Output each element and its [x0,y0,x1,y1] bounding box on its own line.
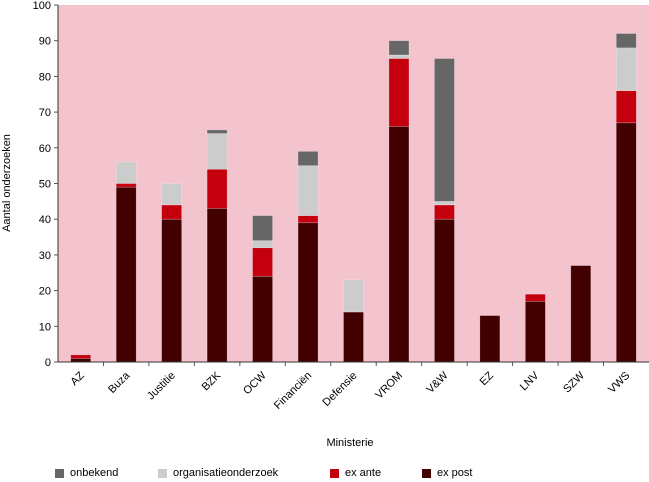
bar-segment-organisatieonderzoek [434,201,455,206]
bar-segment-ex-post [615,122,637,363]
bar-segment-ex-ante [388,58,410,127]
legend-item: ex ante [330,467,381,479]
bar-segment-organisatieonderzoek [115,161,137,184]
bar-segment-ex-post [70,358,92,363]
bar-segment-ex-ante [161,204,182,220]
y-tick-label: 0 [45,357,51,369]
x-tick-label: VWS [606,370,632,396]
y-tick-label: 70 [39,107,51,119]
bar-segment-ex-ante [70,354,92,359]
legend-label: organisatieonderzoek [173,467,279,479]
bar-segment-ex-post [252,276,273,363]
bar-segment-ex-post [570,265,592,363]
bar-segment-ex-ante [115,183,137,188]
x-tick-label: VROM [373,370,405,402]
legend-swatch [158,468,167,478]
bar-segment-ex-post [479,315,501,363]
x-tick-label: SZW [561,369,587,395]
bar-segment-organisatieonderzoek [615,47,637,91]
x-tick-label: V&W [424,369,451,396]
y-tick-label: 50 [39,179,51,191]
legend-label: onbekend [70,467,119,479]
bar-segment-organisatieonderzoek [161,183,182,206]
x-tick-label: Buza [106,369,133,396]
x-tick-label: AZ [68,369,87,388]
bar-segment-ex-ante [434,204,455,220]
y-tick-label: 30 [39,250,51,262]
x-tick-label: OCW [241,369,269,397]
bar-segment-ex-ante [525,293,546,302]
legend-label: ex ante [345,467,382,479]
bar-segment-ex-post [161,218,182,363]
y-tick-label: 10 [39,321,51,333]
legend-item: organisatieonderzoek [158,467,278,479]
bar-segment-ex-post [206,208,228,363]
bar-segment-ex-ante [206,168,228,209]
bar-segment-ex-ante [615,90,637,124]
bar-segment-ex-post [434,218,455,363]
x-tick-label: EZ [478,369,497,388]
y-tick-label: 40 [39,214,51,226]
y-tick-label: 60 [39,143,51,155]
x-tick-label: LNV [518,369,542,393]
x-tick-label: Justitie [145,370,178,403]
legend-swatch [330,468,339,478]
bar-segment-onbekend [252,215,273,241]
bar-segment-onbekend [206,129,228,134]
bar-segment-ex-post [297,222,319,363]
y-tick-label: 20 [39,286,51,298]
y-tick-label: 80 [39,71,51,83]
bar-segment-onbekend [434,58,455,202]
y-axis-label: Aantal onderzoeken [1,134,13,232]
bar-segment-organisatieonderzoek [297,165,319,216]
y-tick-label: 100 [33,0,51,12]
bar-segment-ex-post [388,126,410,363]
bar-segment-organisatieonderzoek [343,279,364,313]
legend: onbekend organisatieonderzoek ex ante ex po… [0,467,649,481]
bar-segment-ex-post [343,311,364,363]
bar-segment-ex-post [115,186,137,363]
legend-item: onbekend [55,467,118,479]
x-tick-label: Defensie [320,370,359,409]
bar-segment-onbekend [615,33,637,49]
x-tick-label: Financiën [272,370,314,412]
legend-label: ex post [437,467,473,479]
bar-segment-organisatieonderzoek [388,54,410,59]
y-tick-label: 90 [39,36,51,48]
bar-segment-ex-ante [252,247,273,277]
bar-segment-ex-ante [297,215,319,224]
bar-segment-onbekend [388,40,410,56]
bar-segment-organisatieonderzoek [206,133,228,170]
bar-segment-ex-post [525,301,546,363]
legend-swatch [422,468,431,478]
bar-segment-onbekend [297,151,319,166]
x-axis-label: Ministerie [326,437,373,449]
legend-item: ex post [422,467,472,479]
legend-swatch [55,468,64,478]
bar-segment-organisatieonderzoek [252,240,273,249]
x-tick-label: BZK [200,369,224,393]
